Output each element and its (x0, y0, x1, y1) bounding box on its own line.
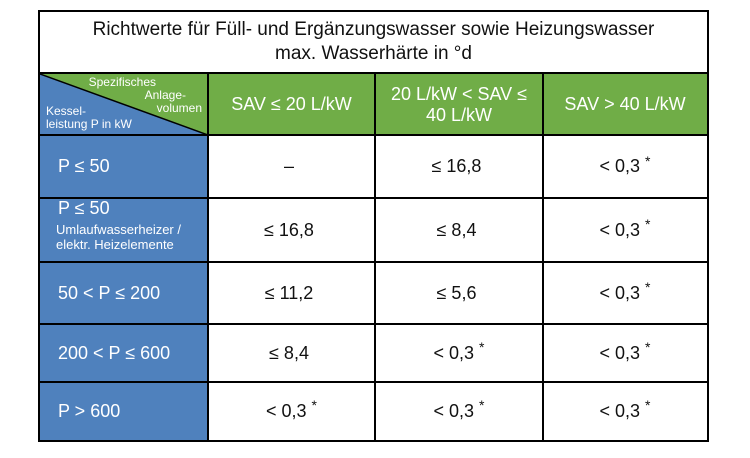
grid-line (374, 74, 376, 440)
col-header-3: SAV > 40 L/kW (543, 74, 707, 135)
title-line-1: Richtwerte für Füll- und Ergänzungswasse… (92, 19, 655, 40)
corner-header: Spezifisches Anlage- volumen Kessel- lei… (40, 74, 208, 135)
row-header-2: P ≤ 50 Umlaufwasserheizer / elektr. Heiz… (40, 198, 208, 262)
corner-row-label: Kessel- leistung P in kW (46, 104, 132, 131)
grid-line (40, 261, 707, 263)
table-cell: < 0,3 * (599, 216, 651, 240)
table-cell: – (283, 156, 294, 176)
hardness-table: Richtwerte für Füll- und Ergänzungswasse… (38, 10, 709, 442)
grid-line (40, 323, 707, 325)
grid-line (207, 74, 209, 440)
table-cell: ≤ 5,6 (436, 282, 477, 303)
row-header-3: 50 < P ≤ 200 (40, 262, 208, 324)
row-header-4: 200 < P ≤ 600 (40, 324, 208, 382)
grid-line (542, 74, 544, 440)
grid-line (40, 134, 707, 136)
table-title: Richtwerte für Füll- und Ergänzungswasse… (40, 12, 707, 74)
table-cell: < 0,3 * (433, 397, 485, 421)
table-cell: < 0,3 * (599, 397, 651, 421)
corner-col-label: Spezifisches Anlage- volumen (88, 75, 202, 115)
table-cell: ≤ 11,2 (264, 282, 314, 303)
table-cell: ≤ 8,4 (436, 219, 477, 240)
table-cell: ≤ 16,8 (431, 156, 482, 176)
table-cell: < 0,3 * (266, 397, 317, 421)
row-header-1: P ≤ 50 (40, 135, 208, 198)
col-header-1: SAV ≤ 20 L/kW (208, 74, 375, 135)
col-header-2: 20 L/kW < SAV ≤ 40 L/kW (375, 74, 543, 135)
grid-line (40, 381, 707, 383)
corner-diagonal (40, 74, 208, 135)
table-cell: ≤ 16,8 (264, 219, 314, 240)
table-cell: ≤ 8,4 (269, 342, 309, 363)
grid-line (40, 197, 707, 199)
table-cell: < 0,3 * (599, 339, 651, 363)
title-line-2: max. Wasserhärte in °d (275, 43, 472, 64)
row-header-5: P > 600 (40, 382, 208, 440)
table-cell: < 0,3 * (433, 339, 485, 363)
table-cell: < 0,3 * (599, 152, 651, 177)
table-cell: < 0,3 * (599, 279, 651, 303)
